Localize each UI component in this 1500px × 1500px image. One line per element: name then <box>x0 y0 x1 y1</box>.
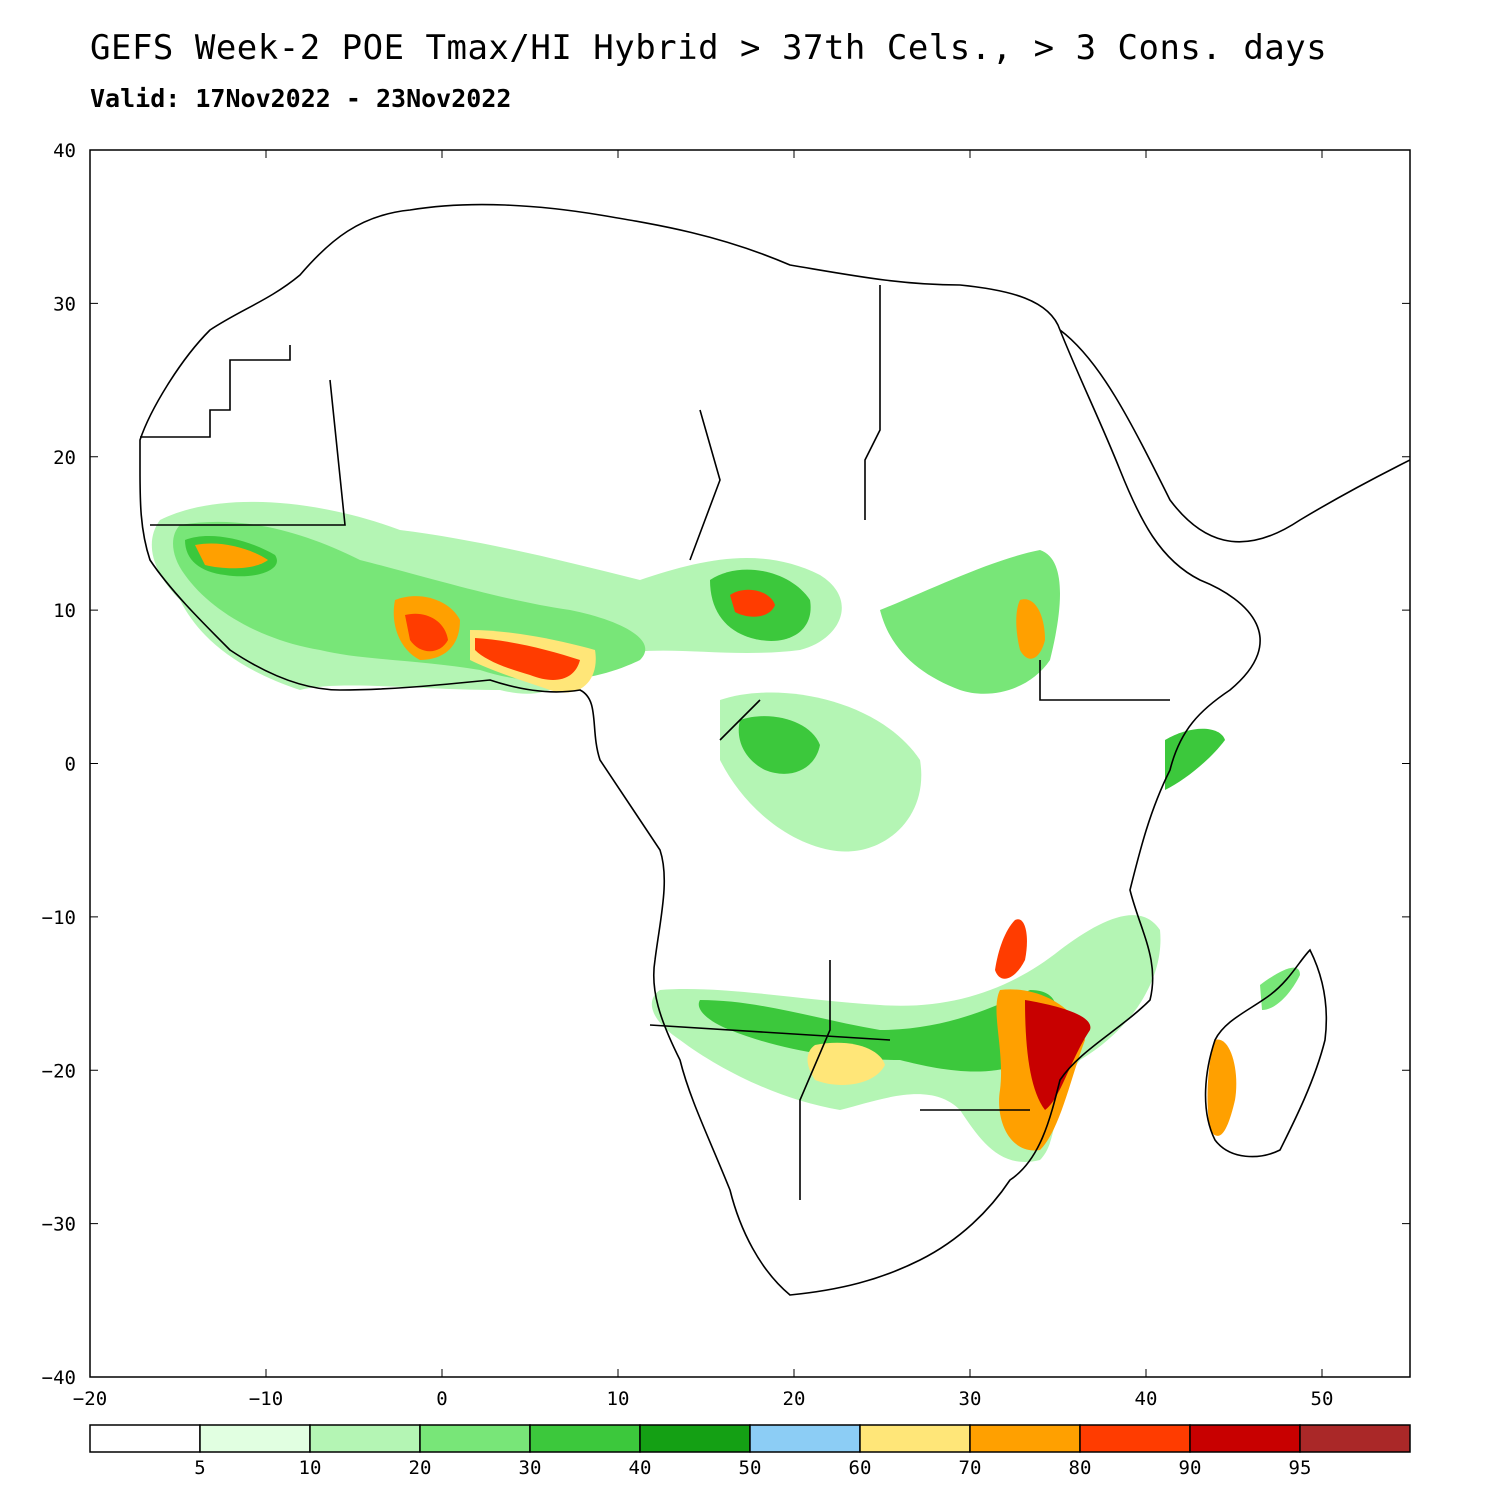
axis-ticks: −20 −10 0 10 20 30 40 50 40 30 20 10 0 −10 −20 −30 −40 <box>42 140 1410 1410</box>
field-congo-inner <box>738 716 820 774</box>
lon-tick-label: 40 <box>1135 1388 1158 1410</box>
lat-tick-label: 30 <box>53 293 76 315</box>
lat-tick-label: 20 <box>53 447 76 469</box>
field-mozambique-darkred <box>1025 1000 1091 1110</box>
colorbar-label: 10 <box>299 1457 322 1479</box>
field-botswana-hot <box>807 1042 885 1085</box>
colorbar-label: 20 <box>409 1457 432 1479</box>
field-nigeria-red <box>475 638 580 680</box>
field-senegal-core <box>195 543 268 569</box>
valid-date-range: Valid: 17Nov2022 - 23Nov2022 <box>90 84 512 113</box>
field-southern-inner <box>698 990 1057 1072</box>
colorbar-label: 95 <box>1289 1457 1312 1479</box>
colorbar-label: 5 <box>194 1457 205 1479</box>
colorbar-label: 50 <box>739 1457 762 1479</box>
colorbar-swatch <box>749 1424 861 1453</box>
lat-tick-label: 0 <box>65 754 76 776</box>
lat-tick-label: 40 <box>53 140 76 162</box>
probability-shading <box>151 501 1300 1162</box>
lat-tick-label: −10 <box>42 907 76 929</box>
field-ethiopia-hot <box>1016 599 1045 659</box>
field-sudan <box>880 550 1060 694</box>
colorbar-swatch <box>199 1424 311 1453</box>
field-congo <box>720 692 922 852</box>
colorbar-swatch <box>529 1424 641 1453</box>
lon-tick-label: 0 <box>436 1388 447 1410</box>
colorbar-swatch <box>859 1424 971 1453</box>
africa-coastline <box>139 203 1261 1296</box>
colorbar-label: 90 <box>1179 1457 1202 1479</box>
colorbar-swatch <box>639 1424 751 1453</box>
colorbar-label: 60 <box>849 1457 872 1479</box>
colorbar-swatch <box>1299 1424 1411 1453</box>
colorbar-label: 70 <box>959 1457 982 1479</box>
colorbar-swatch <box>419 1424 531 1453</box>
field-madagascar <box>1207 1039 1237 1136</box>
colorbar-label: 80 <box>1069 1457 1092 1479</box>
lon-tick-label: 50 <box>1311 1388 1334 1410</box>
lat-tick-label: 10 <box>53 600 76 622</box>
field-chad-core <box>730 589 775 617</box>
arabia-coast <box>1059 329 1410 543</box>
lat-tick-label: −40 <box>42 1367 76 1389</box>
lat-tick-label: −20 <box>42 1060 76 1082</box>
lat-tick-label: −30 <box>42 1214 76 1236</box>
field-madagascar-ne <box>1260 967 1300 1010</box>
colorbar-swatch <box>309 1424 421 1453</box>
madagascar-coast <box>1204 948 1328 1158</box>
colorbar-swatch <box>1079 1424 1191 1453</box>
colorbar-swatch <box>969 1424 1081 1453</box>
field-ghana-red <box>405 613 448 652</box>
map-title: GEFS Week-2 POE Tmax/HI Hybrid > 37th Ce… <box>90 28 1328 68</box>
internal-borders <box>140 285 1170 1200</box>
colorbar-swatch <box>89 1424 201 1453</box>
field-malawi-hot <box>995 919 1027 979</box>
field-kenya <box>1165 728 1225 790</box>
lon-tick-label: 10 <box>607 1388 630 1410</box>
colorbar-label: 30 <box>519 1457 542 1479</box>
lon-tick-label: 20 <box>783 1388 806 1410</box>
lon-tick-label: 30 <box>959 1388 982 1410</box>
colorbar-swatch <box>1189 1424 1301 1453</box>
colorbar: 5 10 20 30 40 50 60 70 80 90 95 <box>89 1424 1411 1479</box>
lon-tick-label: −10 <box>249 1388 283 1410</box>
coastlines <box>139 203 1410 1296</box>
lon-tick-label: −20 <box>73 1388 107 1410</box>
colorbar-label: 40 <box>629 1457 652 1479</box>
